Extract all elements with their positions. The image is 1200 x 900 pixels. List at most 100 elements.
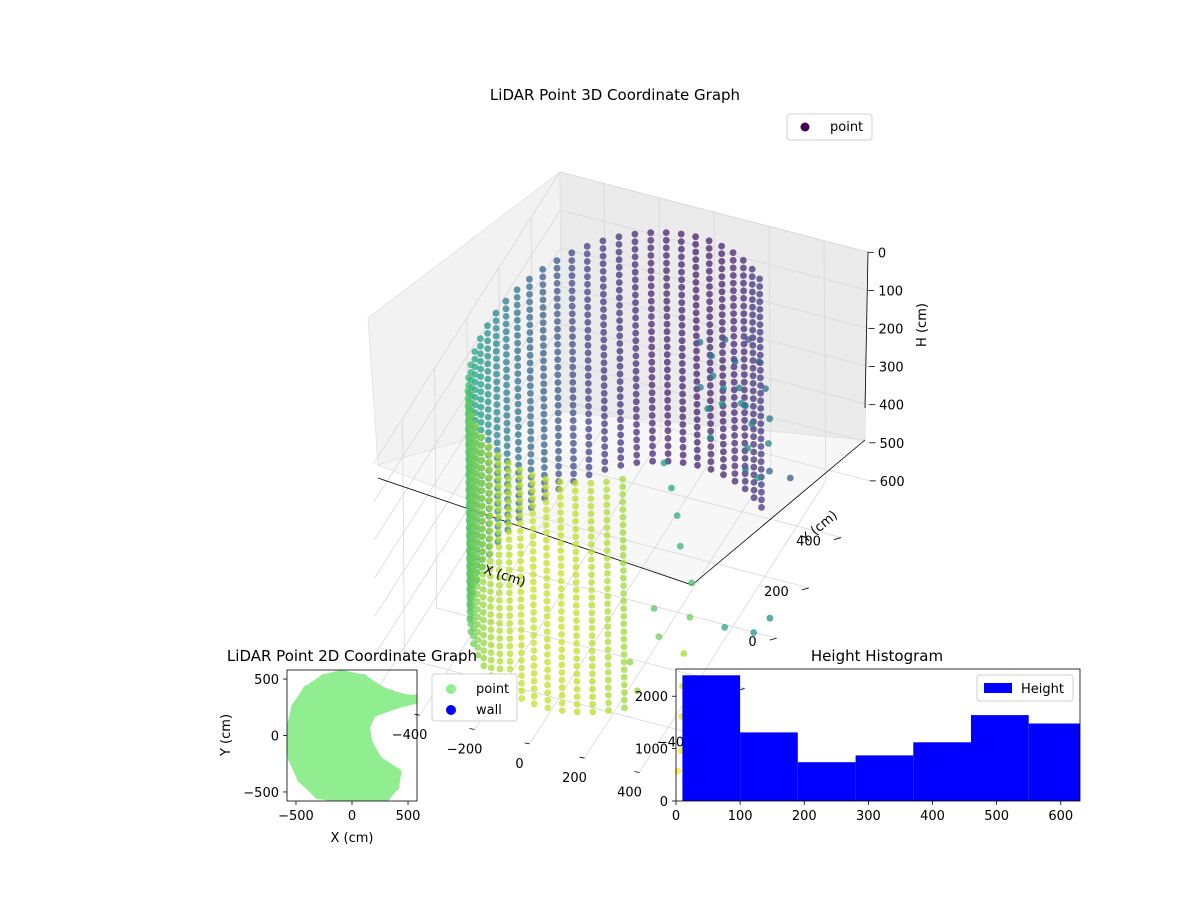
point-3d bbox=[477, 426, 485, 434]
point-3d bbox=[502, 335, 510, 343]
point-3d bbox=[530, 616, 537, 624]
point-3d bbox=[569, 333, 576, 340]
point-3d bbox=[526, 329, 534, 336]
point-3d bbox=[584, 296, 591, 303]
point-3d bbox=[544, 666, 551, 674]
point-3d bbox=[514, 316, 521, 324]
point-3d bbox=[517, 542, 524, 550]
point-3d bbox=[573, 670, 581, 678]
point-3d bbox=[505, 566, 513, 574]
point-3d bbox=[718, 250, 726, 258]
point-3d bbox=[750, 479, 758, 486]
point-3d bbox=[619, 483, 627, 491]
point-3d bbox=[585, 402, 592, 410]
point-3d bbox=[486, 451, 493, 458]
point-3d bbox=[620, 643, 628, 651]
point-3d bbox=[749, 395, 757, 402]
point-3d bbox=[496, 642, 504, 650]
point-3d bbox=[529, 563, 537, 571]
point-3d bbox=[585, 471, 593, 479]
point-3d bbox=[495, 528, 503, 536]
point-3d bbox=[517, 626, 525, 634]
point-3d bbox=[729, 272, 737, 279]
point-3d bbox=[544, 651, 551, 658]
point-3d bbox=[518, 695, 526, 702]
point-3d bbox=[706, 321, 714, 328]
point-3d bbox=[526, 275, 533, 283]
point-3d bbox=[543, 567, 551, 575]
histogram-title: Height Histogram bbox=[811, 647, 943, 665]
point-3d bbox=[692, 271, 700, 279]
point-3d bbox=[740, 356, 748, 363]
point-3d bbox=[553, 257, 561, 264]
point-3d bbox=[616, 385, 624, 393]
z-tick-label-3d: 600 bbox=[880, 475, 905, 490]
point-3d bbox=[513, 309, 521, 317]
point-3d bbox=[464, 387, 472, 395]
point-3d bbox=[487, 611, 495, 618]
point-3d bbox=[506, 620, 514, 627]
point-3d bbox=[572, 495, 579, 502]
point-3d bbox=[706, 359, 714, 367]
point-3d bbox=[731, 401, 738, 409]
point-3d bbox=[632, 398, 640, 406]
point-3d bbox=[487, 595, 494, 603]
y-tick-label-2d: 0 bbox=[271, 730, 279, 745]
point-3d bbox=[720, 463, 727, 471]
point-3d bbox=[477, 419, 485, 426]
point-3d bbox=[601, 466, 609, 473]
point-3d bbox=[527, 405, 534, 413]
point-3d bbox=[663, 282, 671, 290]
point-3d bbox=[693, 431, 701, 439]
point-3d bbox=[719, 440, 727, 448]
point-3d bbox=[601, 458, 609, 466]
point-3d bbox=[472, 430, 480, 438]
x-tick-label-histogram: 100 bbox=[728, 809, 753, 824]
point-2d bbox=[287, 753, 298, 764]
point-3d bbox=[517, 573, 525, 580]
point-3d bbox=[570, 470, 577, 478]
z-tick-label-3d: 500 bbox=[879, 437, 904, 452]
point-3d bbox=[648, 366, 656, 374]
point-3d bbox=[553, 272, 561, 280]
point-3d bbox=[605, 691, 612, 699]
point-3d bbox=[529, 494, 536, 502]
grid-line-z bbox=[374, 362, 870, 655]
point-3d bbox=[506, 642, 514, 650]
point-3d bbox=[616, 370, 624, 378]
point-3d bbox=[506, 650, 514, 658]
point-3d bbox=[603, 493, 611, 501]
point-3d bbox=[514, 408, 522, 416]
point-3d bbox=[539, 288, 547, 296]
point-3d bbox=[604, 577, 611, 585]
point-3d bbox=[678, 291, 686, 299]
point-3d bbox=[543, 628, 551, 636]
point-3d bbox=[619, 498, 627, 506]
point-3d bbox=[741, 432, 749, 439]
point-3d bbox=[664, 427, 672, 435]
x-tick-label-3d: 200 bbox=[562, 771, 587, 786]
point-3d bbox=[479, 502, 486, 510]
point-3d bbox=[480, 647, 488, 654]
point-3d bbox=[600, 328, 608, 336]
point-3d bbox=[678, 314, 686, 322]
point-3d bbox=[503, 427, 511, 435]
point-3d bbox=[530, 609, 537, 616]
point-3d bbox=[601, 420, 608, 428]
point-3d bbox=[678, 283, 686, 291]
point-3d bbox=[518, 657, 525, 664]
point-3d bbox=[664, 450, 672, 457]
point-3d bbox=[730, 394, 738, 401]
point-3d bbox=[599, 237, 607, 245]
point-3d bbox=[615, 263, 623, 271]
z-axis-label-3d: H (cm) bbox=[915, 303, 930, 347]
point-3d bbox=[599, 268, 607, 275]
point-3d bbox=[692, 294, 700, 302]
point-3d bbox=[502, 305, 510, 313]
point-3d bbox=[750, 410, 757, 418]
point-3d bbox=[517, 565, 525, 573]
point-3d bbox=[514, 347, 521, 355]
point-3d bbox=[480, 654, 488, 662]
point-3d bbox=[557, 531, 565, 539]
point-3d bbox=[620, 651, 628, 658]
